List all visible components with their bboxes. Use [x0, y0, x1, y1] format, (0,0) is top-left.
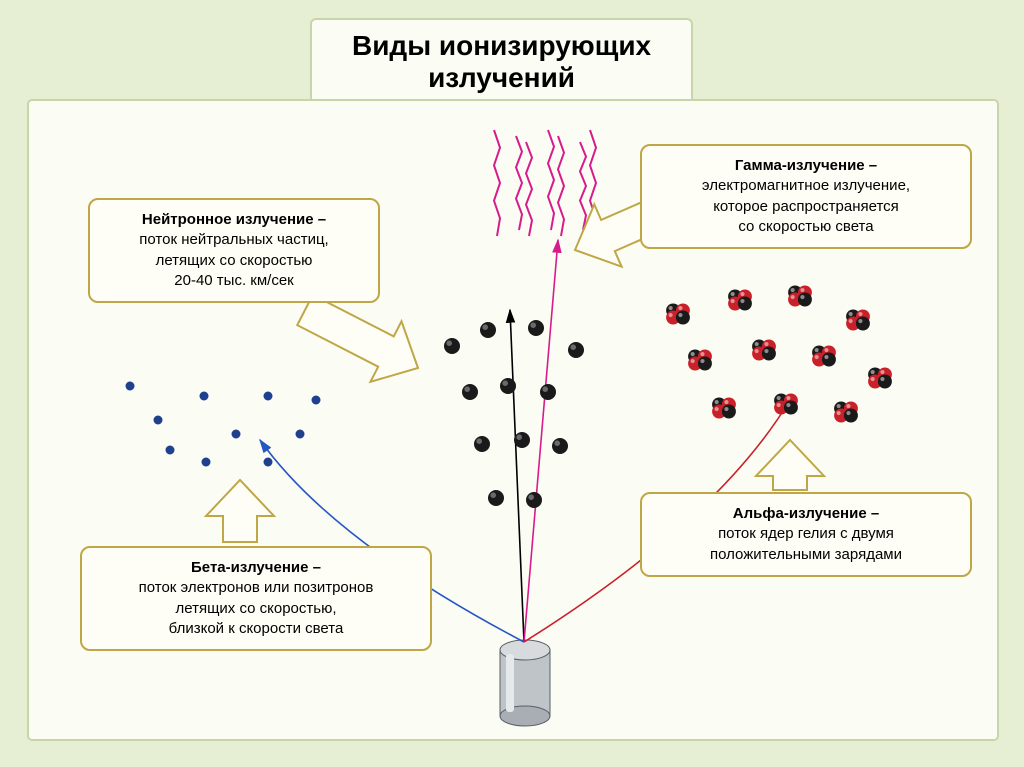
callout-gamma-body: электромагнитное излучение,которое распр… — [702, 177, 910, 235]
callout-beta: Бета-излучение – поток электронов или по… — [80, 546, 432, 651]
callout-beta-body: поток электронов или позитроновлетящих с… — [139, 579, 374, 637]
callout-neutron-body: поток нейтральных частиц,летящих со скор… — [139, 231, 328, 289]
callout-alpha-body: поток ядер гелия с двумяположительными з… — [710, 525, 902, 562]
callout-alpha-title: Альфа-излучение – — [733, 505, 879, 522]
callout-alpha: Альфа-излучение – поток ядер гелия с дву… — [640, 492, 972, 577]
callout-gamma-title: Гамма-излучение – — [735, 157, 877, 174]
diagram-stage: Виды ионизирующих излучений Нейтронное и… — [0, 0, 1024, 767]
title-line2: излучений — [352, 62, 651, 94]
callout-beta-title: Бета-излучение – — [191, 559, 321, 576]
callout-gamma: Гамма-излучение – электромагнитное излуч… — [640, 144, 972, 249]
title-line1: Виды ионизирующих — [352, 30, 651, 62]
callout-neutron-title: Нейтронное излучение – — [142, 211, 326, 228]
graphics-layer — [0, 0, 1024, 767]
title-box: Виды ионизирующих излучений — [310, 18, 693, 106]
callout-neutron: Нейтронное излучение – поток нейтральных… — [88, 198, 380, 303]
